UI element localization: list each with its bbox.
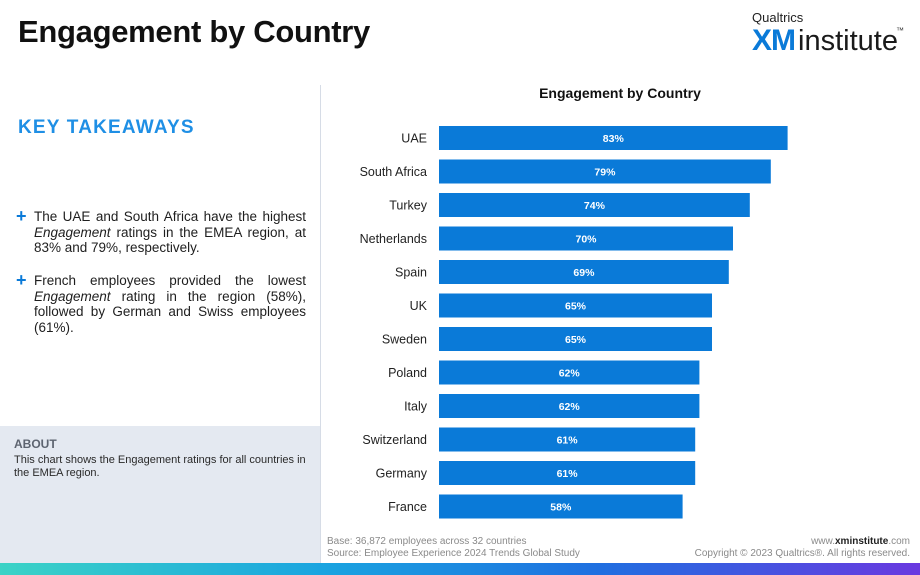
url-suffix: .com <box>888 536 910 547</box>
category-label: Turkey <box>389 199 427 213</box>
bar <box>439 260 729 284</box>
plus-icon: + <box>16 270 27 290</box>
category-label: South Africa <box>360 165 427 179</box>
data-label: 70% <box>575 234 597 246</box>
about-heading: ABOUT <box>14 437 57 451</box>
takeaway-text-part: rating in the region (58%), followed by … <box>34 288 306 335</box>
logo-trademark: ™ <box>896 26 904 35</box>
logo-qualtrics-text: Qualtrics <box>752 10 804 25</box>
data-label: 83% <box>603 133 625 145</box>
url-bold: xminstitute <box>834 536 889 547</box>
bottom-gradient-bar <box>0 563 920 575</box>
bar <box>439 159 771 184</box>
takeaway-item: + The UAE and South Africa have the high… <box>16 206 306 256</box>
logo-institute-text: institute <box>798 25 898 57</box>
bar <box>439 461 696 485</box>
panel-divider <box>320 85 321 563</box>
takeaway-text-part: ratings in the EMEA region, at 83% and 7… <box>34 224 306 256</box>
takeaways-panel: KEY TAKEAWAYS + The UAE and South Africa… <box>0 85 320 563</box>
takeaway-emphasis: Engagement <box>34 288 111 304</box>
category-label: Germany <box>376 467 428 481</box>
data-label: 65% <box>565 334 587 346</box>
bar <box>439 360 700 385</box>
data-label: 69% <box>573 267 595 279</box>
about-text: This chart shows the Engagement ratings … <box>14 454 306 479</box>
data-label: 74% <box>584 200 606 212</box>
footer-source-text: Source: Employee Experience 2024 Trends … <box>327 548 580 559</box>
bar <box>439 427 696 452</box>
data-label: 58% <box>550 502 572 514</box>
category-label: Switzerland <box>362 433 427 447</box>
footer-source: Base: 36,872 employees across 32 countri… <box>327 536 580 560</box>
category-label: Italy <box>404 400 428 414</box>
about-box: ABOUT This chart shows the Engagement ra… <box>0 426 320 563</box>
data-label: 61% <box>557 435 579 447</box>
category-label: Netherlands <box>360 232 427 246</box>
bar <box>439 494 683 519</box>
takeaway-text: French employees provided the lowest Eng… <box>34 273 306 335</box>
plus-icon: + <box>16 206 27 226</box>
qualtrics-xm-institute-logo: Qualtrics XM institute ™ <box>752 10 912 60</box>
data-label: 62% <box>559 401 581 413</box>
category-label: UAE <box>401 132 427 146</box>
chart-title: Engagement by Country <box>539 85 701 101</box>
data-label: 79% <box>594 167 616 179</box>
takeaway-text: The UAE and South Africa have the highes… <box>34 209 306 256</box>
footer-url[interactable]: www.xminstitute.com <box>695 536 910 548</box>
category-label: Spain <box>395 266 427 280</box>
category-label: Poland <box>388 366 427 380</box>
takeaway-item: + French employees provided the lowest E… <box>16 270 306 335</box>
page-title: Engagement by Country <box>18 14 370 49</box>
copyright-text: Copyright © 2023 Qualtrics®. All rights … <box>694 548 910 559</box>
category-label: Sweden <box>382 333 427 347</box>
category-label: UK <box>410 299 428 313</box>
bar <box>439 226 733 251</box>
takeaway-text-part: The UAE and South Africa have the highes… <box>34 209 306 224</box>
bar <box>439 293 712 318</box>
bar <box>439 193 750 217</box>
data-label: 65% <box>565 301 587 313</box>
category-label: France <box>388 500 427 514</box>
url-prefix: www. <box>811 536 835 547</box>
bar <box>439 327 712 351</box>
footer-base: Base: 36,872 employees across 32 countri… <box>327 536 527 547</box>
footer-copyright: www.xminstitute.com Copyright © 2023 Qua… <box>695 536 910 560</box>
engagement-bar-chart: UAE 83% South Africa 79% Turkey 74% Netherland… <box>360 126 788 519</box>
bar <box>439 394 700 418</box>
takeaways-heading: KEY TAKEAWAYS <box>18 117 195 138</box>
data-label: 62% <box>559 368 581 380</box>
takeaway-text-part: French employees provided the lowest <box>34 273 306 288</box>
data-label: 61% <box>557 468 579 480</box>
takeaway-emphasis: Engagement <box>34 224 111 240</box>
logo-xm-mark: XM <box>752 24 796 57</box>
bar <box>439 126 788 150</box>
